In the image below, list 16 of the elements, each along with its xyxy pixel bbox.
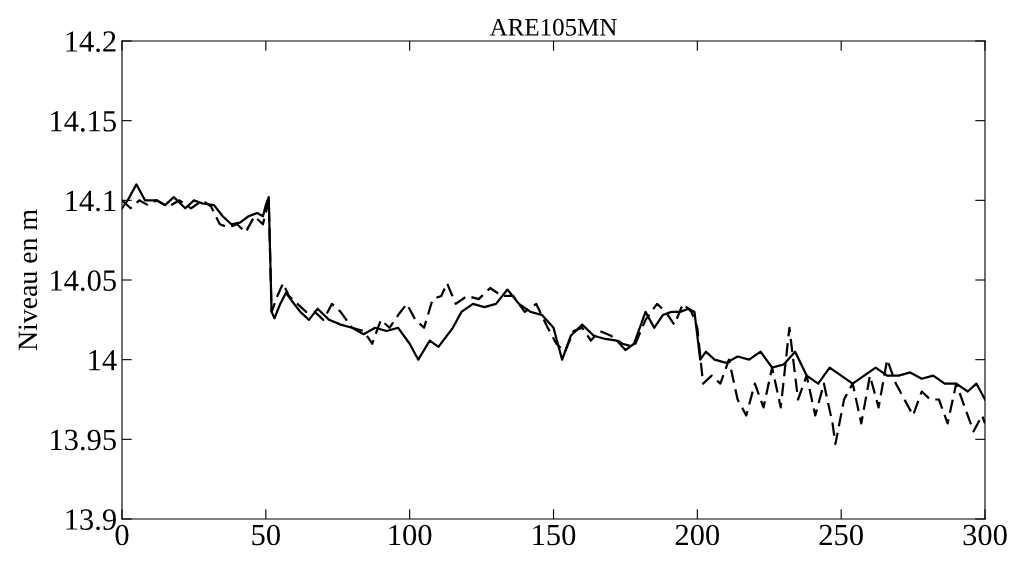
y-axis-title: Niveau en m — [18, 209, 38, 351]
x-tick-label: 0 — [115, 524, 129, 546]
x-tick-label: 150 — [533, 524, 576, 546]
x-tick-label: 300 — [963, 524, 1007, 546]
y-tick-label: 14.2 — [66, 31, 116, 53]
x-tick-label: 50 — [252, 524, 280, 546]
chart-title: ARE105MN — [489, 18, 617, 36]
y-tick-label: 14.15 — [51, 111, 116, 132]
y-tick-label: 14 — [89, 350, 117, 371]
y-tick-label: 13.9 — [66, 509, 116, 531]
x-tick-label: 100 — [389, 524, 432, 546]
y-tick-label: 13.95 — [51, 429, 116, 451]
y-tick-label: 14.05 — [51, 270, 116, 292]
x-tick-label: 250 — [819, 524, 863, 546]
y-tick-label: 14.1 — [66, 190, 116, 212]
x-tick-label: 200 — [675, 524, 720, 546]
